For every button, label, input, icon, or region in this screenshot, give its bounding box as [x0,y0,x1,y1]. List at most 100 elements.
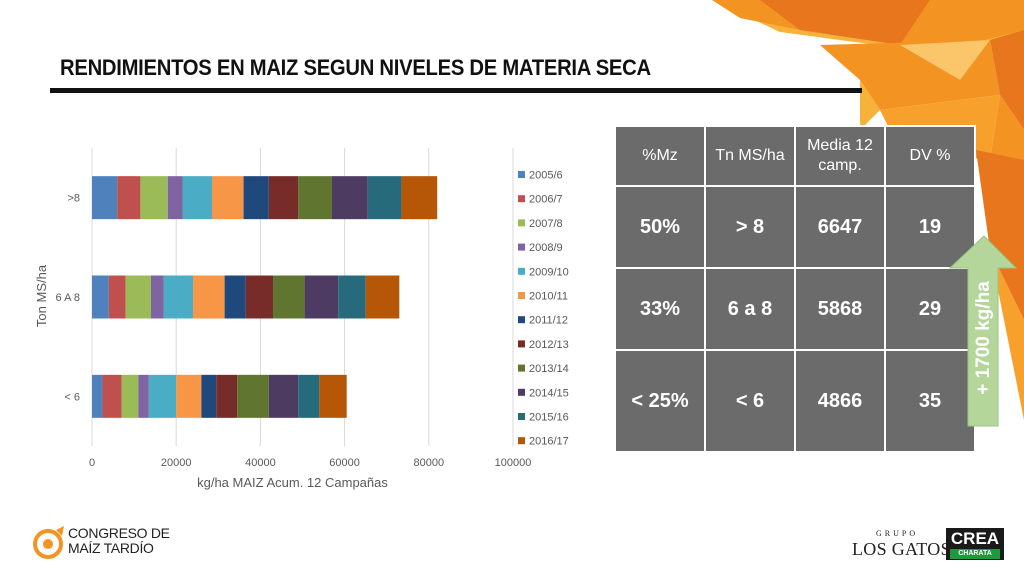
legend-label: 2007/8 [529,218,563,230]
grupo-label: GRUPO [876,529,919,538]
table-row: < 25% < 6 4866 35 [614,349,976,453]
legend-swatch [518,219,525,227]
crea-logo-subtext: CHARATA [950,549,1000,559]
legend-swatch [518,292,525,299]
bar-segment [331,176,368,220]
table-cell: < 25% [614,349,706,453]
legend-label: 2011/12 [529,315,568,327]
x-tick-label: 60000 [329,457,360,469]
legend-label: 2009/10 [529,266,569,278]
bar-segment [138,374,149,418]
bar-segment [193,275,225,319]
arrow-label: + 1700 kg/ha [973,281,994,395]
legend-swatch [518,437,525,445]
legend-label: 2005/6 [529,170,563,182]
legend-swatch [518,364,525,372]
bar-segment [108,275,126,319]
congreso-logo-line1: CONGRESO DE [68,525,170,541]
legend-swatch [518,171,525,178]
legend-swatch [518,195,525,203]
table-cell: 4866 [794,349,886,453]
table-cell: 50% [614,185,706,269]
legend-swatch [518,340,525,348]
legend-swatch [518,243,525,251]
bar-segment [176,374,202,418]
bar-segment [273,275,305,319]
legend-label: 2006/7 [529,194,563,206]
bar-segment [125,275,151,319]
table-cell: < 6 [704,349,796,453]
table-cell: 19 [884,185,976,269]
bar-segment [268,374,299,418]
table-header: DV % [884,125,976,187]
bar-segment [201,374,217,418]
y-axis-title: Ton MS/ha [34,264,49,327]
bar-segment [319,374,347,418]
bar-segment [243,176,269,220]
bar-segment [298,176,332,220]
crea-logo: CREA CHARATA [946,528,1004,560]
bar-segment [304,275,339,319]
congreso-logo-text: CONGRESO DE MAÍZ TARDÍO [68,526,170,556]
table-row: 33% 6 a 8 5868 29 [614,267,976,351]
table-cell: 29 [884,267,976,351]
congreso-logo-icon [33,526,64,559]
crea-logo-text: CREA [950,529,1000,548]
bar-segment [224,275,246,319]
table-cell: 33% [614,267,706,351]
y-tick-label: < 6 [64,391,80,403]
bar-segment [338,275,366,319]
x-tick-label: 40000 [245,457,276,469]
bar-segment [92,374,103,418]
legend-swatch [518,267,525,275]
y-tick-label: 6 A 8 [56,292,80,304]
page-title: RENDIMIENTOS EN MAIZ SEGUN NIVELES DE MA… [60,55,651,80]
legend-label: 2013/14 [529,363,569,375]
table-cell: 6 a 8 [704,267,796,351]
bar-segment [237,374,269,418]
bar-segment [121,374,139,418]
table-cell: 6647 [794,185,886,269]
x-tick-label: 20000 [161,457,192,469]
table-header-row: %Mz Tn MS/ha Media 12 camp. DV % [614,125,976,187]
losgatos-logo-text: LOS GATOS [852,539,951,559]
table-header: Tn MS/ha [704,125,796,187]
bar-segment [216,374,238,418]
congreso-logo-line2: MAÍZ TARDÍO [68,540,154,556]
legend-label: 2012/13 [529,339,569,351]
x-axis-title: kg/ha MAIZ Acum. 12 Campañas [197,475,388,490]
bar-segment [102,374,122,418]
bar-segment [92,275,109,319]
table-header: %Mz [614,125,706,187]
bar-segment [298,374,320,418]
table-cell: 35 [884,349,976,453]
bar-segment [268,176,299,220]
bar-segment [211,176,244,220]
bar-segment [401,176,438,220]
y-tick-label: >8 [67,193,80,205]
summary-table: %Mz Tn MS/ha Media 12 camp. DV % 50% > 8… [614,125,976,453]
legend-label: 2014/15 [529,387,569,399]
bar-segment [245,275,274,319]
bar-segment [148,374,177,418]
bar-segment [167,176,183,220]
x-tick-label: 80000 [414,457,445,469]
bar-segment [163,275,194,319]
bar-segment [140,176,168,220]
x-tick-label: 0 [89,457,95,469]
bar-segment [92,176,118,220]
bar-segment [182,176,212,220]
table-cell: 5868 [794,267,886,351]
legend-label: 2015/16 [529,412,569,424]
bar-segment [150,275,164,319]
x-tick-label: 100000 [495,457,532,469]
legend-label: 2016/17 [529,436,569,448]
legend-label: 2010/11 [529,291,568,303]
table-cell: > 8 [704,185,796,269]
title-underline [50,88,862,93]
legend-label: 2008/9 [529,242,563,254]
legend-swatch [518,388,525,396]
